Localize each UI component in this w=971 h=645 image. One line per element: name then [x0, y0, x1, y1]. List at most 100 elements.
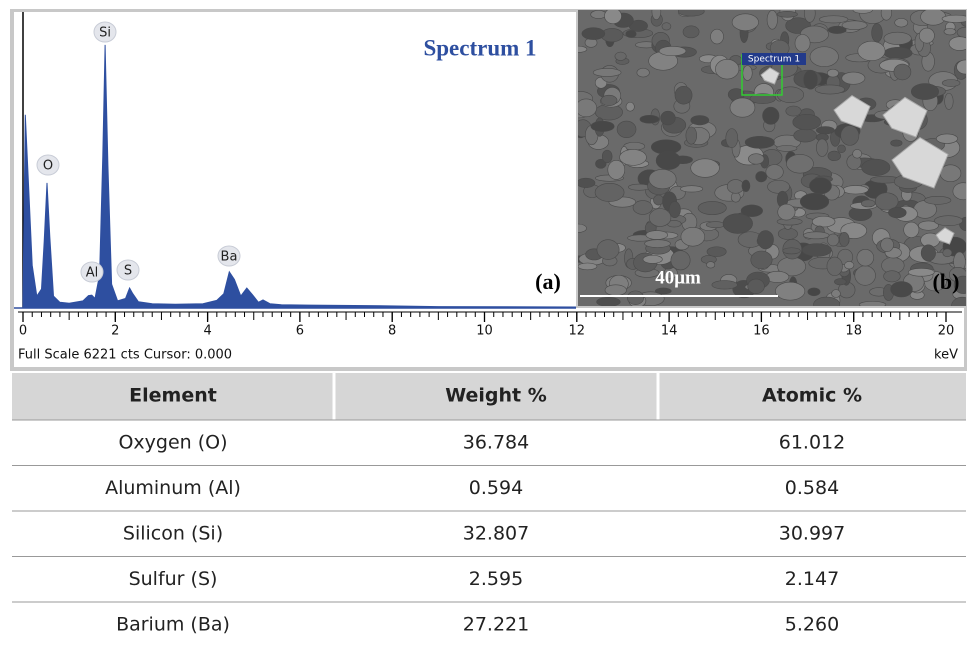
panel-label: (b) — [933, 269, 960, 294]
grain — [658, 46, 687, 57]
grain — [890, 281, 913, 298]
grain — [600, 94, 618, 106]
grain — [619, 149, 647, 166]
grain — [956, 26, 966, 38]
table-cell: 2.147 — [785, 568, 839, 590]
grain — [706, 261, 716, 269]
grain — [894, 18, 909, 28]
grain — [827, 150, 841, 162]
peak-bubble — [36, 154, 60, 176]
grain — [578, 177, 596, 188]
grain — [710, 28, 724, 45]
grain — [785, 105, 802, 117]
grain — [748, 153, 765, 165]
peak-label: O — [43, 159, 53, 174]
grain — [890, 139, 903, 147]
grain — [625, 30, 637, 38]
grain — [680, 227, 706, 247]
grain — [794, 34, 811, 53]
grain — [857, 40, 886, 61]
grain — [883, 46, 913, 60]
grain — [883, 270, 901, 283]
sem-image — [578, 10, 966, 306]
grain — [948, 36, 966, 51]
grain — [809, 46, 839, 68]
grain — [852, 149, 863, 159]
grain — [854, 265, 876, 286]
x-tick-label: 0 — [19, 324, 27, 339]
grain — [943, 28, 957, 36]
grain — [742, 65, 753, 81]
grain — [655, 151, 681, 170]
grain — [627, 290, 645, 305]
grain — [920, 10, 947, 26]
grain — [740, 204, 763, 217]
grain — [670, 250, 691, 271]
grain — [596, 296, 621, 306]
grain — [861, 158, 891, 176]
grain — [814, 84, 845, 95]
grain — [840, 125, 860, 146]
peak-label: Si — [99, 26, 111, 41]
table-cell: 30.997 — [779, 522, 845, 544]
grain — [807, 287, 821, 297]
table-cell: 32.807 — [463, 522, 529, 544]
grain — [741, 179, 751, 192]
x-unit: keV — [934, 348, 958, 363]
grain — [777, 227, 798, 240]
grain — [811, 215, 836, 228]
grain — [801, 243, 832, 257]
grain — [803, 231, 830, 240]
bright-particle — [833, 94, 871, 129]
table: Element Weight % Atomic % Oxygen (O) 36.784 6… — [12, 373, 966, 645]
grain — [907, 268, 935, 277]
grain — [711, 280, 738, 290]
grain — [838, 231, 850, 247]
grain — [861, 199, 876, 208]
grain — [842, 185, 869, 195]
table-cell: Barium (Ba) — [116, 613, 230, 635]
grain — [616, 120, 637, 138]
table-cell: 5.260 — [785, 613, 839, 635]
grain — [645, 230, 669, 240]
grain — [578, 45, 588, 53]
x-tick-label: 2 — [111, 324, 119, 339]
grain — [749, 93, 776, 104]
grain — [682, 25, 700, 39]
grain — [581, 27, 606, 40]
grain — [731, 13, 759, 31]
x-tick-label: 10 — [476, 324, 493, 339]
grain — [874, 192, 899, 211]
grain — [755, 171, 768, 183]
grain — [841, 71, 866, 85]
grain — [685, 126, 698, 145]
grain — [636, 67, 650, 78]
grain — [607, 159, 626, 180]
grain — [757, 230, 774, 250]
grain — [594, 182, 625, 202]
grain — [856, 249, 875, 267]
grain — [910, 83, 939, 100]
grain — [952, 182, 966, 201]
grain — [852, 10, 873, 14]
grain — [956, 59, 966, 75]
x-tick-label: 20 — [938, 324, 955, 339]
grain — [951, 296, 966, 306]
grain — [747, 278, 765, 295]
grain — [654, 287, 672, 295]
grain — [653, 194, 664, 206]
grain — [628, 183, 651, 191]
grain — [953, 275, 966, 294]
grain — [715, 59, 740, 80]
grain — [776, 11, 798, 18]
grain — [578, 262, 598, 271]
grain — [644, 239, 671, 248]
table-cell: Aluminum (Al) — [105, 477, 241, 499]
header-bg — [12, 373, 966, 420]
grain — [595, 158, 607, 169]
grain — [816, 138, 829, 157]
grain — [730, 191, 741, 203]
grain — [651, 10, 662, 21]
grain — [841, 20, 868, 30]
